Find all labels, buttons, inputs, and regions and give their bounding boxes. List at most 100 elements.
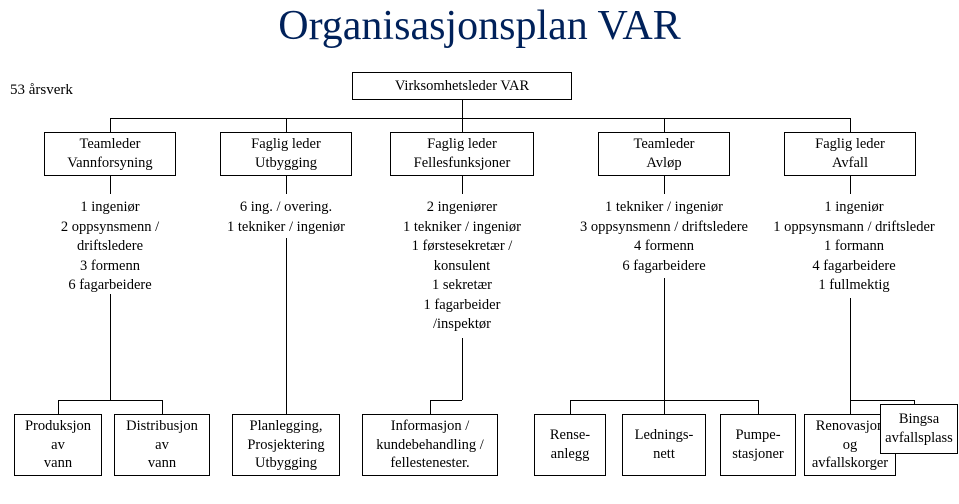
staff-5-l2: 1 formann xyxy=(824,237,884,257)
page-title: Organisasjonsplan VAR xyxy=(0,0,959,50)
conn-g5-d1 xyxy=(850,400,851,414)
conn-l2-4v xyxy=(664,176,665,194)
conn-g2-stem xyxy=(286,238,287,414)
conn-l2-1v xyxy=(110,176,111,194)
conn-g1-d1 xyxy=(58,400,59,414)
box-l3-3: Planlegging, Prosjektering Utbygging xyxy=(232,414,340,476)
conn-g4-d1 xyxy=(570,400,571,414)
staff-2-l0: 6 ing. / overing. xyxy=(240,198,332,218)
box-l3-8-l1: og xyxy=(843,436,858,455)
staff-5-l4: 1 fullmektig xyxy=(818,276,889,296)
staff-3-l2: 1 førstesekretær / xyxy=(412,237,513,257)
conn-l1-5v xyxy=(850,118,851,132)
box-l3-9: Bingsa avfallsplass xyxy=(880,404,958,454)
box-top: Virksomhetsleder VAR xyxy=(352,72,572,100)
box-l1-5: Faglig leder Avfall xyxy=(784,132,916,176)
staff-5-l3: 4 fagarbeidere xyxy=(812,257,895,277)
staff-1-l1: 2 oppsynsmenn / xyxy=(61,218,159,238)
box-l3-3-l0: Planlegging, xyxy=(250,417,323,436)
box-l1-3-line2: Fellesfunksjoner xyxy=(414,154,511,173)
staff-5-l1: 1 oppsynsmann / driftsleder xyxy=(773,218,935,238)
conn-g3-bus xyxy=(430,400,462,401)
box-l3-7: Pumpe- stasjoner xyxy=(720,414,796,476)
conn-bus1 xyxy=(110,118,850,119)
box-l1-2-line1: Faglig leder xyxy=(251,135,321,154)
conn-g5-stem xyxy=(850,298,851,400)
box-l3-7-l1: stasjoner xyxy=(732,445,784,464)
box-l1-3: Faglig leder Fellesfunksjoner xyxy=(390,132,534,176)
box-l3-9-l1: avfallsplass xyxy=(885,429,953,448)
box-l3-5-l1: anlegg xyxy=(551,445,590,464)
conn-g4-stem xyxy=(664,278,665,400)
staff-4-l2: 4 formenn xyxy=(634,237,694,257)
box-l3-2-l0: Distribusjon xyxy=(126,417,198,436)
box-l1-1-line1: Teamleder xyxy=(80,135,141,154)
box-l3-1-l1: av xyxy=(51,436,65,455)
conn-g3-d1 xyxy=(430,400,431,414)
box-top-label: Virksomhetsleder VAR xyxy=(395,77,529,96)
staff-1-l2: driftsledere xyxy=(77,237,143,257)
conn-l2-2v xyxy=(286,176,287,194)
conn-l1-2v xyxy=(286,118,287,132)
staff-3-l1: 1 tekniker / ingeniør xyxy=(403,218,521,238)
staff-2: 6 ing. / overing. 1 tekniker / ingeniør xyxy=(206,198,366,237)
box-l3-5-l0: Rense- xyxy=(550,426,590,445)
box-l3-1-l0: Produksjon xyxy=(25,417,91,436)
box-l1-3-line1: Faglig leder xyxy=(427,135,497,154)
box-l1-1-line2: Vannforsyning xyxy=(67,154,152,173)
staff-3-l4: 1 sekretær xyxy=(432,276,492,296)
box-l3-2-l2: vann xyxy=(148,454,176,473)
conn-l2-5v xyxy=(850,176,851,194)
box-l3-8-l0: Renovasjon xyxy=(816,417,884,436)
box-l3-9-l0: Bingsa xyxy=(899,410,939,429)
box-l3-5: Rense- anlegg xyxy=(534,414,606,476)
staff-4: 1 tekniker / ingeniør 3 oppsynsmenn / dr… xyxy=(566,198,762,276)
conn-g4-d2 xyxy=(664,400,665,414)
box-l1-4-line1: Teamleder xyxy=(634,135,695,154)
box-l3-6: Lednings- nett xyxy=(622,414,706,476)
box-l3-3-l2: Utbygging xyxy=(255,454,317,473)
staff-4-l0: 1 tekniker / ingeniør xyxy=(605,198,723,218)
staff-3-l6: /inspektør xyxy=(433,315,491,335)
staff-5-l0: 1 ingeniør xyxy=(824,198,883,218)
box-l3-1: Produksjon av vann xyxy=(14,414,102,476)
box-l3-7-l0: Pumpe- xyxy=(735,426,780,445)
conn-g5-bus xyxy=(850,400,914,401)
box-l3-3-l1: Prosjektering xyxy=(247,436,324,455)
box-l1-5-line2: Avfall xyxy=(832,154,868,173)
box-l1-5-line1: Faglig leder xyxy=(815,135,885,154)
conn-g1-bus xyxy=(58,400,162,401)
conn-g3-stem xyxy=(462,338,463,400)
box-l3-4: Informasjon / kundebehandling / felleste… xyxy=(362,414,498,476)
conn-l1-1v xyxy=(110,118,111,132)
staff-3-l0: 2 ingeniører xyxy=(427,198,497,218)
staff-1-l4: 6 fagarbeidere xyxy=(68,276,151,296)
staff-3: 2 ingeniører 1 tekniker / ingeniør 1 før… xyxy=(378,198,546,335)
staff-5: 1 ingeniør 1 oppsynsmann / driftsleder 1… xyxy=(756,198,952,296)
box-l1-4: Teamleder Avløp xyxy=(598,132,730,176)
conn-l1-4v xyxy=(664,118,665,132)
staff-4-l1: 3 oppsynsmenn / driftsledere xyxy=(580,218,748,238)
staff-1-l0: 1 ingeniør xyxy=(80,198,139,218)
staff-3-l5: 1 fagarbeider xyxy=(424,296,501,316)
staff-1: 1 ingeniør 2 oppsynsmenn / driftsledere … xyxy=(30,198,190,296)
box-l3-4-l1: kundebehandling / xyxy=(376,436,484,455)
box-l3-8-l2: avfallskorger xyxy=(812,454,888,473)
box-l3-4-l2: fellestenester. xyxy=(390,454,469,473)
box-l1-4-line2: Avløp xyxy=(646,154,681,173)
box-l3-6-l1: nett xyxy=(653,445,675,464)
box-l3-4-l0: Informasjon / xyxy=(391,417,470,436)
box-l3-6-l0: Lednings- xyxy=(635,426,694,445)
box-l3-2-l1: av xyxy=(155,436,169,455)
staff-3-l3: konsulent xyxy=(434,257,490,277)
box-l1-1: Teamleder Vannforsyning xyxy=(44,132,176,176)
box-l1-2-line2: Utbygging xyxy=(255,154,317,173)
annotation-arsverk: 53 årsverk xyxy=(10,82,73,99)
conn-g4-d3 xyxy=(758,400,759,414)
staff-1-l3: 3 formenn xyxy=(80,257,140,277)
conn-top-v xyxy=(462,100,463,118)
box-l3-2: Distribusjon av vann xyxy=(114,414,210,476)
staff-4-l3: 6 fagarbeidere xyxy=(622,257,705,277)
conn-l2-3v xyxy=(462,176,463,194)
box-l3-1-l2: vann xyxy=(44,454,72,473)
